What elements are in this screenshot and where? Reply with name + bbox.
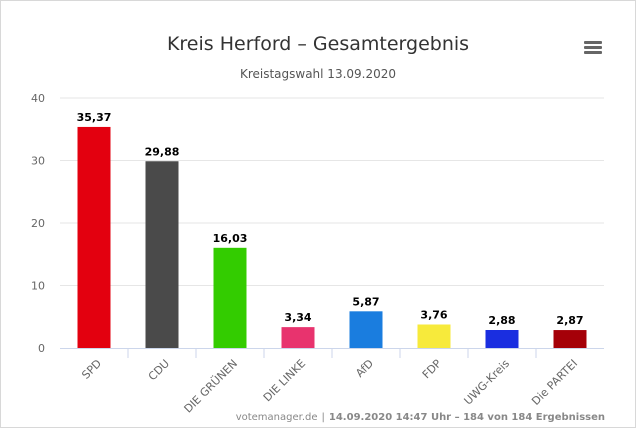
x-category-label: DIE GRÜNEN bbox=[182, 357, 241, 416]
credits: votemanager.de | 14.09.2020 14:47 Uhr – 18… bbox=[236, 412, 605, 423]
bar bbox=[485, 330, 519, 348]
data-label: 16,03 bbox=[213, 232, 248, 245]
x-category-label: SPD bbox=[79, 357, 104, 382]
y-tick-label: 30 bbox=[31, 155, 45, 168]
x-category-label: CDU bbox=[146, 357, 172, 383]
data-label: 35,37 bbox=[77, 111, 112, 124]
data-label: 29,88 bbox=[145, 145, 180, 158]
credits-separator: | bbox=[321, 412, 325, 423]
x-category-label: UWG-Kreis bbox=[462, 357, 513, 408]
bar bbox=[145, 161, 179, 348]
chart-subtitle: Kreistagswahl 13.09.2020 bbox=[239, 67, 397, 81]
bar bbox=[553, 330, 587, 348]
y-tick-label: 0 bbox=[38, 342, 45, 355]
credits-source[interactable]: votemanager.de bbox=[235, 412, 318, 423]
data-label: 2,88 bbox=[488, 314, 515, 327]
y-tick-label: 10 bbox=[31, 280, 45, 293]
x-category-label: FDP bbox=[420, 357, 445, 382]
bar bbox=[417, 324, 451, 348]
x-category-label: DIE LINKE bbox=[261, 357, 308, 404]
y-tick-label: 20 bbox=[31, 217, 45, 230]
bar bbox=[77, 126, 111, 348]
data-label: 3,34 bbox=[284, 311, 311, 324]
data-label: 2,87 bbox=[556, 314, 583, 327]
y-tick-label: 40 bbox=[31, 92, 45, 105]
bar bbox=[349, 311, 383, 348]
data-label: 5,87 bbox=[352, 295, 379, 308]
bar bbox=[281, 327, 315, 348]
chart-title: Kreis Herford – Gesamtergebnis bbox=[166, 33, 470, 55]
bar bbox=[213, 247, 247, 348]
x-category-label: AfD bbox=[353, 357, 376, 380]
credits-detail: 14.09.2020 14:47 Uhr – 184 von 184 Ergeb… bbox=[328, 412, 605, 423]
hamburger-menu-icon[interactable] bbox=[584, 41, 602, 57]
x-category-label: Die PARTEI bbox=[529, 357, 580, 408]
data-label: 3,76 bbox=[420, 309, 447, 322]
